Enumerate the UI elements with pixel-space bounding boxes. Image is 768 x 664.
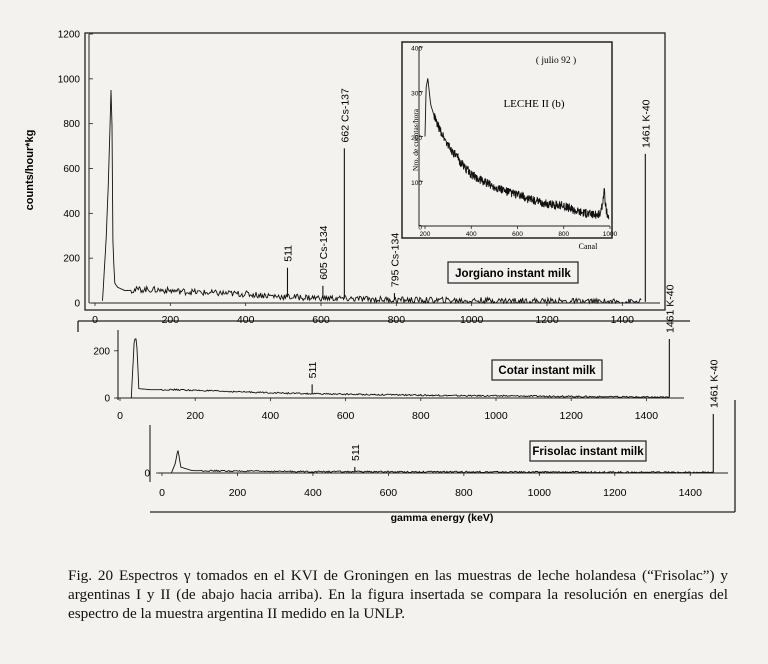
middle-y-tick-label: 0 [104, 394, 110, 405]
middle-x-tick-label: 600 [337, 410, 355, 422]
jorgiano-label: Jorgiano instant milk [455, 268, 571, 280]
middle-spectrum-line [130, 338, 670, 399]
top-peak-label: 605 Cs-134 [318, 225, 330, 279]
middle-peak-label: 1461 K-40 [664, 284, 676, 333]
top-y-tick-label: 600 [63, 164, 80, 175]
top-y-axis-label: counts/hour*kg [24, 130, 36, 211]
cotar-label: Cotar instant milk [498, 365, 596, 377]
inset-series-label: LECHE II (b) [503, 98, 564, 110]
top-x-tick-label: 1200 [535, 314, 559, 326]
inset-x-tick-label: 200 [420, 231, 431, 238]
bottom-x-tick-label: 800 [455, 487, 473, 499]
inset-x-tick-label: 600 [512, 231, 523, 238]
top-y-tick-label: 0 [74, 299, 80, 310]
middle-x-tick-label: 1200 [560, 410, 584, 422]
top-y-tick-label: 800 [63, 119, 80, 130]
inset-title: ( julio 92 ) [536, 55, 576, 66]
frisolac-label-box [529, 440, 647, 462]
spectra-figure: 0 200 400 600 800 1000 1200 1400020040060080010… [24, 30, 736, 524]
middle-x-tick-label: 800 [412, 410, 430, 422]
cotar-label-box [491, 359, 603, 381]
bottom-x-tick-label: 200 [229, 487, 247, 499]
middle-x-tick-label: 1000 [484, 410, 508, 422]
bottom-x-tick-label: 0 [159, 487, 165, 499]
top-peak-label: 662 Cs-137 [339, 88, 351, 142]
top-x-tick-label: 800 [388, 314, 406, 326]
middle-x-tick-label: 400 [262, 410, 280, 422]
bottom-peak-label: 511 [350, 444, 362, 461]
bottom-x-tick-label: 1000 [528, 487, 552, 499]
top-panel-frame [84, 32, 666, 311]
bottom-peak-label: 1461 K-40 [708, 359, 720, 408]
inset-spectrum-line [424, 78, 610, 220]
top-x-tick-label: 1400 [611, 314, 635, 326]
inset-x-axis-label: Canal [579, 242, 598, 251]
inset-x-tick-label: 800 [558, 231, 569, 238]
bottom-x-tick-label: 1200 [603, 487, 627, 499]
top-x-tick-label: 200 [162, 314, 180, 326]
bottom-y-tick-label: 0 [144, 469, 150, 480]
inset-y-tick-label: 400 [411, 46, 422, 53]
inset-y-tick-label: 0 [418, 225, 422, 232]
middle-y-tick-label: 200 [93, 346, 110, 357]
frisolac-label: Frisolac instant milk [532, 446, 644, 458]
inset-panel: 200 400 600 800 1000 0 100 200 300 400 [411, 46, 617, 239]
top-spectrum-line [102, 89, 642, 305]
x-axis-label: gamma energy (keV) [391, 512, 494, 524]
bottom-x-tick-label: 400 [304, 487, 322, 499]
top-x-tick-label: 400 [237, 314, 255, 326]
middle-x-tick-label: 0 [117, 410, 123, 422]
top-spectrum-panel: 0 200 400 600 800 1000 1200 1400020040060080010… [58, 30, 660, 326]
bottom-x-tick-label: 1400 [679, 487, 703, 499]
top-peak-label: 511 [282, 245, 294, 262]
top-y-tick-label: 1000 [58, 74, 81, 85]
inset-y-tick-label: 200 [411, 135, 422, 142]
bottom-x-tick-label: 600 [380, 487, 398, 499]
inset-y-tick-label: 300 [411, 90, 422, 97]
figure: 0 200 400 600 800 1000 1200 1400 0 200 400 600 800 10… [24, 30, 736, 524]
top-y-tick-label: 1200 [58, 30, 81, 41]
top-x-tick-label: 1000 [460, 314, 484, 326]
inset-y-axis-label: Nro. de cuentas/hora [411, 108, 420, 171]
bottom-spectrum-panel: 0 200 400 600 800 1000 1200 1400 0 511 1461 K-40 [144, 359, 728, 499]
inset-frame [401, 41, 613, 239]
jorgiano-label-box [447, 261, 579, 284]
middle-spectrum-panel: 0 200 400 600 800 1000 1200 1400 0 200 511 1461 K-4… [93, 284, 684, 422]
inset-x-tick-label: 400 [466, 231, 477, 238]
top-peak-label: 795 Cs-134 [389, 233, 401, 287]
middle-peak-label: 511 [307, 361, 319, 378]
middle-x-tick-label: 200 [186, 410, 204, 422]
top-y-tick-label: 400 [63, 209, 80, 220]
middle-x-tick-label: 1400 [635, 410, 659, 422]
bottom-spectrum-line [170, 450, 714, 474]
top-y-tick-label: 200 [63, 254, 80, 265]
top-x-tick-label: 0 [92, 314, 98, 326]
inset-y-tick-label: 100 [411, 180, 422, 187]
top-x-tick-label: 600 [312, 314, 330, 326]
figure-caption: Fig. 20 Espectros γ tomados en el KVI de… [68, 567, 728, 622]
top-peak-label: 1461 K-40 [640, 99, 652, 148]
inset-x-tick-label: 1000 [603, 231, 618, 238]
